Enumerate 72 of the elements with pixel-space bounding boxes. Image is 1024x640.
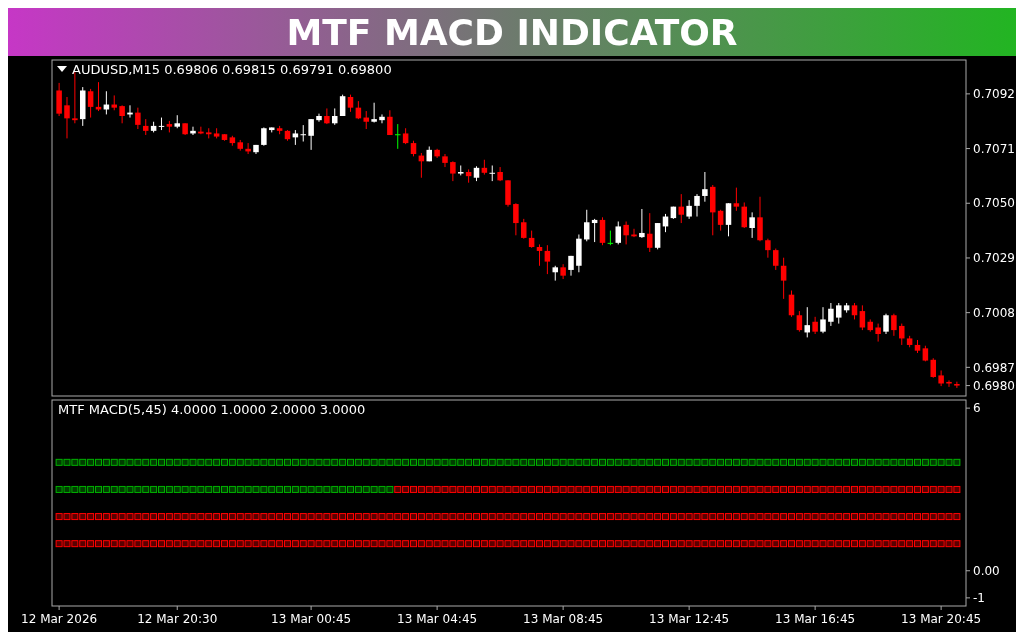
candlestick [300,124,306,143]
candlestick [702,171,708,203]
candlestick [520,218,527,240]
chart-title: MTF MACD(5,45) 4.0000 1.0000 2.0000 3.0000 [58,402,366,417]
candlestick [891,313,897,337]
candlestick [828,302,834,327]
y-tick-label: 6 [973,401,981,416]
candlestick [749,211,755,239]
candlestick [442,153,448,168]
candlestick [780,257,787,300]
candlestick [316,113,322,123]
chart-subtitle: AUDUSD,M15 0.69806 0.69815 0.69791 0.69800 [72,62,392,77]
candlestick [623,220,629,245]
candlestick [741,201,748,229]
candlestick [261,126,267,147]
candlestick [804,306,811,338]
candlestick [308,118,314,151]
candlestick [875,323,881,343]
candlestick [87,88,94,119]
chart-title: MTF MACD INDICATOR [286,12,738,53]
x-tick-label: 13 Mar 16:45 [775,612,856,626]
candlestick [394,123,401,150]
x-tick-label: 12 Mar 20:30 [137,612,218,626]
candlestick [536,243,543,267]
x-tick-label: 13 Mar 04:45 [397,612,478,626]
candlestick [387,109,393,136]
candlestick [513,202,519,236]
candlestick [647,212,653,253]
y-tick-label: 0.7092 [973,87,1015,102]
candlestick [379,113,385,124]
candlestick [324,107,330,125]
candlestick [954,381,960,389]
x-tick-label: 12 Mar 2026 [21,612,98,626]
candlestick [725,202,732,237]
x-tick-label: 13 Mar 20:45 [901,612,982,626]
candlestick [615,220,622,245]
candlestick [489,164,496,182]
y-tick-label: 0.7029 [973,251,1015,266]
x-tick-label: 13 Mar 12:45 [649,612,730,626]
candlestick [135,107,141,130]
candlestick [639,208,645,239]
candlestick [938,369,944,387]
y-tick-label: -1 [973,591,985,606]
candlestick [450,160,456,182]
x-tick-label: 13 Mar 00:45 [271,612,352,626]
candlestick [544,244,551,275]
candlestick [599,216,606,246]
candlestick [757,196,763,242]
candlestick [694,193,700,218]
y-tick-label: 0.7050 [973,196,1015,211]
candlestick [820,306,826,334]
candlestick [836,302,842,325]
candlestick [796,310,803,333]
candlestick [773,248,779,271]
candlestick [64,96,70,139]
y-tick-label: 0.6987 [973,360,1015,375]
candlestick [899,323,905,346]
candlestick [930,357,937,379]
candlestick [686,199,692,220]
y-tick-label: 0.7008 [973,305,1015,320]
x-tick-label: 13 Mar 08:45 [523,612,604,626]
candlestick [717,209,724,232]
candlestick [584,209,590,242]
y-tick-label: 0.00 [973,563,1000,578]
candlestick [765,238,771,259]
candlestick [733,187,740,212]
candlestick [678,193,685,224]
y-tick-label: 0.6980 [973,378,1015,393]
candlestick [883,313,889,335]
candlestick [56,82,62,117]
y-tick-label: 0.7071 [973,141,1015,156]
candlestick [371,102,377,124]
